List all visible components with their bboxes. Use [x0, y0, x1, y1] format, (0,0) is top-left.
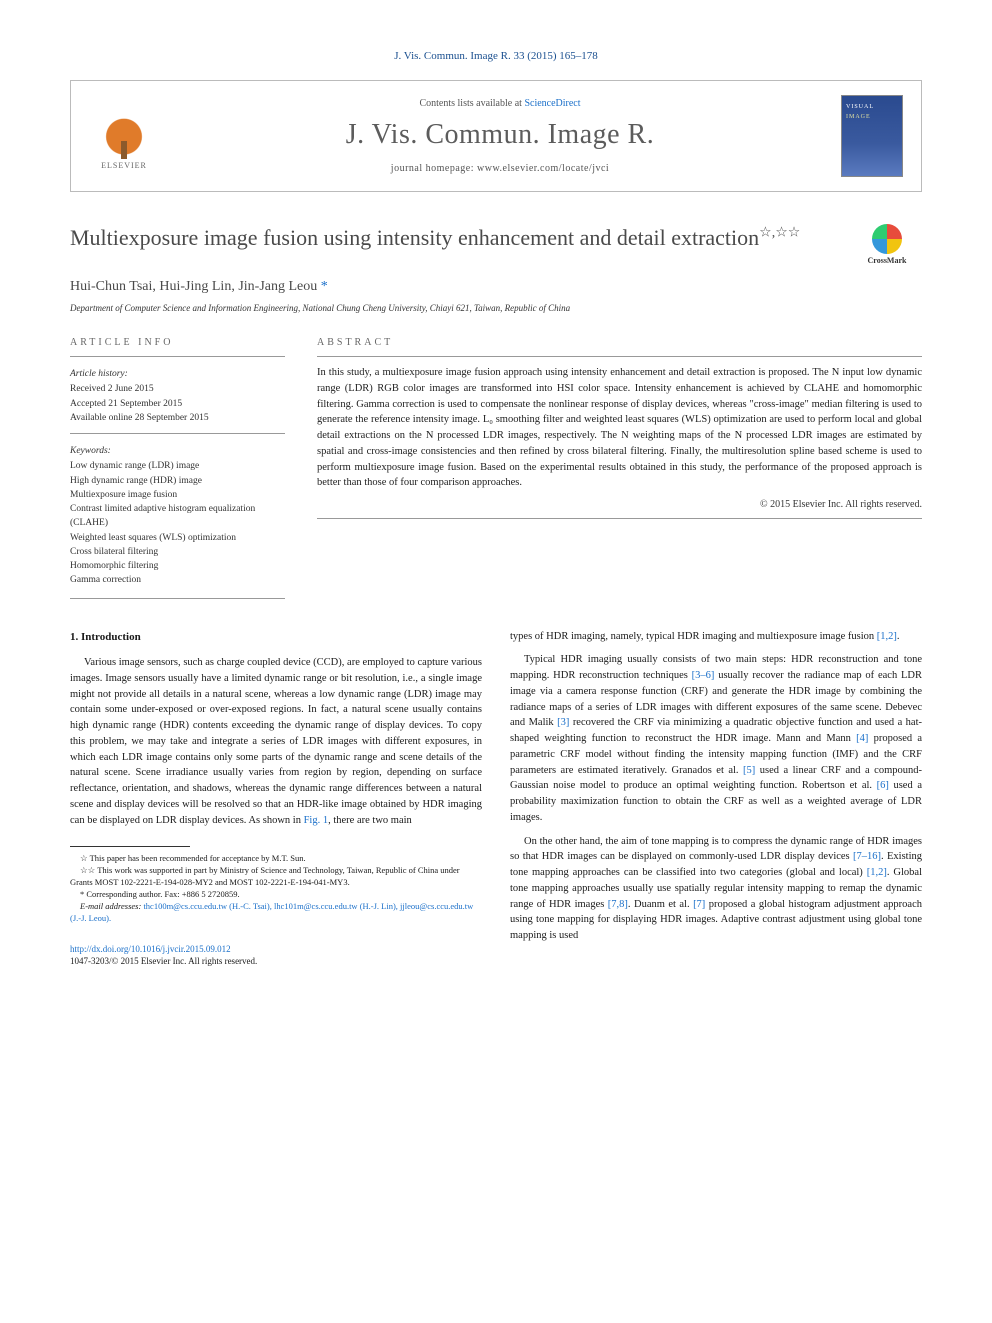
homepage-url[interactable]: www.elsevier.com/locate/jvci [477, 163, 609, 174]
footnotes: ☆ This paper has been recommended for ac… [70, 853, 482, 924]
abstract-copyright: © 2015 Elsevier Inc. All rights reserved… [317, 499, 922, 510]
keywords-heading: Keywords: [70, 444, 285, 458]
citation-link[interactable]: [4] [856, 733, 868, 744]
article-info-column: ARTICLE INFO Article history: Received 2… [70, 337, 285, 588]
citation-link[interactable]: [1,2] [877, 631, 897, 642]
crossmark-badge[interactable]: CrossMark [852, 224, 922, 265]
body-text: Various image sensors, such as charge co… [70, 657, 482, 826]
header-center: Contents lists available at ScienceDirec… [177, 98, 823, 174]
journal-header: ELSEVIER Contents lists available at Sci… [70, 80, 922, 192]
keyword: Weighted least squares (WLS) optimizatio… [70, 531, 285, 545]
corresponding-author-mark: * [321, 279, 328, 294]
journal-reference: J. Vis. Commun. Image R. 33 (2015) 165–1… [70, 50, 922, 62]
divider [70, 356, 285, 357]
elsevier-tree-icon [96, 103, 152, 159]
article-info-label: ARTICLE INFO [70, 337, 285, 348]
citation-link[interactable]: [7–16] [853, 851, 881, 862]
body-paragraph: Typical HDR imaging usually consists of … [510, 652, 922, 825]
divider [70, 598, 285, 599]
intro-heading: 1. Introduction [70, 629, 482, 646]
footnote-1: ☆ This paper has been recommended for ac… [70, 853, 482, 865]
crossmark-label: CrossMark [868, 256, 907, 265]
body-text: . Duanm et al. [628, 899, 693, 910]
keyword: Cross bilateral filtering [70, 545, 285, 559]
abstract-column: ABSTRACT In this study, a multiexposure … [317, 337, 922, 588]
abstract-label: ABSTRACT [317, 337, 922, 348]
issn-copyright: 1047-3203/© 2015 Elsevier Inc. All right… [70, 955, 482, 968]
keyword: Homomorphic filtering [70, 559, 285, 573]
divider [317, 518, 922, 519]
citation-link[interactable]: [7,8] [608, 899, 628, 910]
body-text: . [897, 631, 900, 642]
body-paragraph: On the other hand, the aim of tone mappi… [510, 834, 922, 944]
divider [317, 356, 922, 357]
history-received: Received 2 June 2015 [70, 382, 285, 396]
abstract-text: In this study, a multiexposure image fus… [317, 365, 922, 491]
crossmark-icon [872, 224, 902, 254]
body-paragraph: Various image sensors, such as charge co… [70, 655, 482, 828]
footnote-corresponding: * Corresponding author. Fax: +886 5 2720… [70, 889, 482, 901]
article-title: Multiexposure image fusion using intensi… [70, 224, 832, 253]
keyword: Contrast limited adaptive histogram equa… [70, 502, 285, 531]
footnote-separator [70, 846, 190, 847]
contents-prefix: Contents lists available at [419, 98, 524, 109]
keyword: Low dynamic range (LDR) image [70, 459, 285, 473]
history-heading: Article history: [70, 367, 285, 381]
citation-link[interactable]: [1,2] [867, 867, 887, 878]
journal-cover-thumbnail[interactable] [841, 95, 903, 177]
footnote-2: ☆☆ This work was supported in part by Mi… [70, 865, 482, 889]
citation-link[interactable]: [6] [877, 780, 889, 791]
keyword: Multiexposure image fusion [70, 488, 285, 502]
homepage-label: journal homepage: [391, 163, 477, 174]
affiliation: Department of Computer Science and Infor… [70, 303, 922, 313]
elsevier-logo[interactable]: ELSEVIER [89, 97, 159, 175]
history-accepted: Accepted 21 September 2015 [70, 397, 285, 411]
title-footnote-marks: ☆,☆☆ [759, 226, 800, 241]
body-text: types of HDR imaging, namely, typical HD… [510, 631, 877, 642]
authors: Hui-Chun Tsai, Hui-Jing Lin, Jin-Jang Le… [70, 279, 317, 294]
keyword: Gamma correction [70, 573, 285, 587]
figure-reference[interactable]: Fig. 1 [304, 815, 329, 826]
footnote-emails: E-mail addresses: thc100m@cs.ccu.edu.tw … [70, 901, 482, 925]
keyword: High dynamic range (HDR) image [70, 474, 285, 488]
body-columns: 1. Introduction Various image sensors, s… [70, 629, 922, 968]
citation-link[interactable]: [5] [743, 765, 755, 776]
elsevier-label: ELSEVIER [101, 161, 147, 170]
left-column: 1. Introduction Various image sensors, s… [70, 629, 482, 968]
history-online: Available online 28 September 2015 [70, 411, 285, 425]
authors-line: Hui-Chun Tsai, Hui-Jing Lin, Jin-Jang Le… [70, 279, 922, 295]
citation-link[interactable]: [3–6] [692, 670, 715, 681]
divider [70, 433, 285, 434]
right-column: types of HDR imaging, namely, typical HD… [510, 629, 922, 968]
citation-link[interactable]: [7] [693, 899, 705, 910]
journal-title: J. Vis. Commun. Image R. [177, 119, 823, 151]
doi-block: http://dx.doi.org/10.1016/j.jvcir.2015.0… [70, 943, 482, 968]
doi-link[interactable]: http://dx.doi.org/10.1016/j.jvcir.2015.0… [70, 943, 482, 956]
body-paragraph: types of HDR imaging, namely, typical HD… [510, 629, 922, 645]
title-text: Multiexposure image fusion using intensi… [70, 225, 759, 250]
sciencedirect-link[interactable]: ScienceDirect [524, 98, 580, 109]
citation-link[interactable]: [3] [557, 717, 569, 728]
contents-line: Contents lists available at ScienceDirec… [177, 98, 823, 109]
email-label: E-mail addresses: [80, 901, 143, 911]
body-text: , there are two main [328, 815, 412, 826]
homepage-line: journal homepage: www.elsevier.com/locat… [177, 163, 823, 174]
